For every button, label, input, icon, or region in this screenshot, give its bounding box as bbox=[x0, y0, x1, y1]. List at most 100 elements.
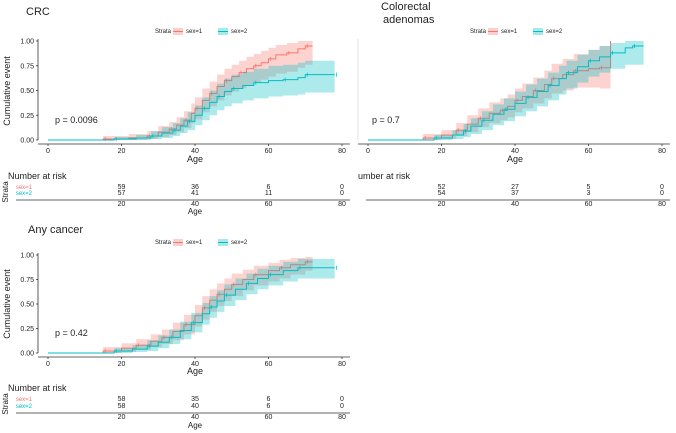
risk-table-title: Number at risk bbox=[8, 171, 67, 181]
ci-band-sex1 bbox=[48, 41, 313, 140]
risk-strata-label: Strata bbox=[1, 393, 10, 415]
legend-entry-1: sex=1 bbox=[186, 240, 203, 246]
risk-time-label: 80 bbox=[338, 414, 346, 421]
risk-count: 59 bbox=[118, 184, 126, 191]
x-tick-label: 20 bbox=[438, 148, 446, 155]
legend-entry-2: sex=2 bbox=[231, 240, 248, 246]
x-tick-label: 40 bbox=[511, 148, 519, 155]
legend-title: Strata bbox=[155, 29, 172, 35]
x-tick-label: 40 bbox=[191, 361, 199, 368]
risk-x-label: Age bbox=[188, 207, 203, 216]
risk-time-label: 20 bbox=[438, 201, 446, 208]
x-tick-label: 40 bbox=[191, 148, 199, 155]
risk-table-title: umber at risk bbox=[358, 171, 411, 181]
p-value: p = 0.7 bbox=[372, 115, 400, 125]
risk-count: 0 bbox=[340, 184, 344, 191]
y-tick-label: 0.50 bbox=[20, 302, 34, 309]
km-curve-sex1 bbox=[48, 45, 313, 141]
risk-count: 0 bbox=[340, 396, 344, 403]
risk-count: 35 bbox=[191, 396, 199, 403]
risk-time-label: 40 bbox=[511, 201, 519, 208]
x-tick-label: 0 bbox=[46, 148, 50, 155]
risk-time-label: 80 bbox=[658, 201, 666, 208]
risk-strata-label: Strata bbox=[1, 181, 10, 203]
km-curve-sex2 bbox=[48, 267, 335, 354]
risk-time-label: 80 bbox=[338, 201, 346, 208]
risk-count: 0 bbox=[660, 190, 664, 197]
y-tick-label: 0.50 bbox=[20, 88, 34, 95]
y-axis-label: Cumulative event bbox=[2, 269, 12, 339]
p-value: p = 0.0096 bbox=[55, 115, 98, 125]
legend: Strata sex=1 sex=2 bbox=[470, 28, 563, 35]
legend-entry-1: sex=1 bbox=[501, 29, 518, 35]
risk-time-label: 60 bbox=[265, 201, 273, 208]
risk-count: 3 bbox=[587, 190, 591, 197]
risk-count: 57 bbox=[118, 190, 126, 197]
risk-count: 11 bbox=[265, 190, 272, 197]
y-tick-label: 0.00 bbox=[20, 351, 34, 358]
x-tick-label: 0 bbox=[366, 148, 370, 155]
risk-count: 5 bbox=[587, 184, 591, 191]
ci-band-sex1 bbox=[48, 256, 313, 353]
x-tick-label: 20 bbox=[118, 148, 126, 155]
y-tick-label: 0.25 bbox=[20, 113, 34, 120]
x-tick-label: 0 bbox=[46, 361, 50, 368]
y-tick-label: 1.00 bbox=[20, 39, 34, 46]
y-tick-label: 0.75 bbox=[20, 63, 34, 70]
legend-entry-1: sex=1 bbox=[186, 29, 203, 35]
x-axis-label: Age bbox=[187, 154, 203, 164]
risk-count: 58 bbox=[118, 403, 126, 410]
panel-adenomas: Colorectal adenomas Strata sex=1 sex=2 0 20 40 6… bbox=[357, 1, 670, 208]
panel-title: CRC bbox=[26, 6, 50, 18]
legend: Strata sex=1 sex=2 bbox=[155, 239, 248, 246]
panel-title: Colorectal adenomas bbox=[381, 1, 435, 26]
x-axis-label: Age bbox=[507, 154, 523, 164]
y-tick-label: 0.25 bbox=[20, 326, 34, 333]
legend-title: Strata bbox=[155, 240, 172, 246]
x-tick-label: 20 bbox=[118, 361, 126, 368]
legend-entry-2: sex=2 bbox=[546, 29, 563, 35]
x-tick-label: 80 bbox=[658, 148, 666, 155]
risk-count: 0 bbox=[340, 190, 344, 197]
risk-count: 40 bbox=[191, 403, 199, 410]
panel-title: Any cancer bbox=[28, 224, 83, 236]
x-tick-label: 60 bbox=[265, 361, 273, 368]
x-tick-label: 80 bbox=[338, 148, 346, 155]
x-axis-label: Age bbox=[187, 366, 203, 376]
km-curve-sex1 bbox=[48, 261, 313, 354]
risk-count: 54 bbox=[438, 190, 446, 197]
risk-row-label: sex=1 bbox=[16, 185, 33, 191]
ci-band-sex2 bbox=[48, 60, 335, 140]
km-curve-sex2 bbox=[48, 74, 335, 141]
risk-count: 52 bbox=[438, 184, 446, 191]
risk-count: 37 bbox=[511, 190, 519, 197]
risk-time-label: 60 bbox=[265, 414, 273, 421]
legend: Strata sex=1 sex=2 bbox=[155, 28, 248, 35]
risk-count: 58 bbox=[118, 396, 126, 403]
legend-title: Strata bbox=[470, 29, 487, 35]
y-tick-label: 0.00 bbox=[20, 138, 34, 145]
km-curve-sex1 bbox=[368, 41, 612, 141]
risk-row-label: sex=2 bbox=[16, 404, 33, 410]
risk-x-label: Age bbox=[188, 421, 203, 430]
risk-time-label: 40 bbox=[191, 201, 199, 208]
km-curve-sex2 bbox=[368, 45, 644, 141]
risk-count: 6 bbox=[267, 184, 271, 191]
y-tick-label: 1.00 bbox=[20, 253, 34, 260]
ci-band-sex2 bbox=[368, 41, 644, 140]
risk-time-label: 20 bbox=[118, 201, 126, 208]
risk-count: 27 bbox=[511, 184, 519, 191]
x-tick-label: 60 bbox=[585, 148, 593, 155]
risk-count: 6 bbox=[267, 403, 271, 410]
ci-band-sex2 bbox=[48, 258, 335, 353]
risk-table-title: Number at risk bbox=[8, 383, 67, 393]
risk-row-label: sex=2 bbox=[16, 191, 33, 197]
x-tick-label: 80 bbox=[338, 361, 346, 368]
risk-count: 0 bbox=[340, 403, 344, 410]
p-value: p = 0.42 bbox=[55, 328, 88, 338]
risk-table: umber at risk 52 27 5 0 54 37 3 0 20 40 60 80 bbox=[358, 171, 670, 208]
